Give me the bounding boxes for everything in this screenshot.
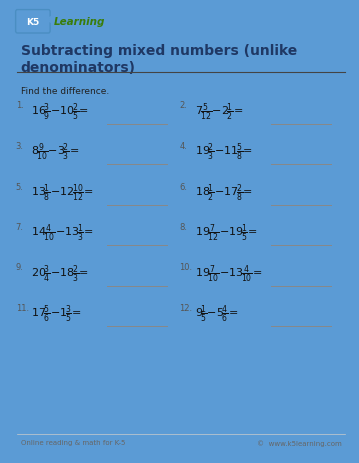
Text: 7.: 7. [16,223,24,232]
Text: $\mathdefault{9}\!\frac{1}{5}\!-\!5\!\frac{4}{6}\!=\!$: $\mathdefault{9}\!\frac{1}{5}\!-\!5\!\fr… [195,303,239,325]
Text: Grade 5 Fractions Worksheet: Grade 5 Fractions Worksheet [21,75,152,84]
Text: ©  www.k5learning.com: © www.k5learning.com [257,439,342,445]
Text: 1.: 1. [16,101,23,110]
Text: $\mathdefault{19}\!\frac{2}{3}\!-\!11\!\frac{5}{8}\!=\!$: $\mathdefault{19}\!\frac{2}{3}\!-\!11\!\… [195,142,253,163]
Text: $\mathdefault{19}\!\frac{7}{10}\!-\!13\!\frac{4}{10}\!=\!$: $\mathdefault{19}\!\frac{7}{10}\!-\!13\!… [195,263,263,284]
Text: 3.: 3. [16,142,24,150]
Text: Learning: Learning [53,17,105,27]
Text: 12.: 12. [180,303,193,313]
Text: $\mathdefault{14}\!\frac{4}{10}\!-\!13\!\frac{1}{3}\!=\!$: $\mathdefault{14}\!\frac{4}{10}\!-\!13\!… [31,223,94,244]
Text: 11.: 11. [16,303,29,313]
Text: $\mathdefault{19}\!\frac{7}{12}\!-\!19\!\frac{1}{5}\!=\!$: $\mathdefault{19}\!\frac{7}{12}\!-\!19\!… [195,223,258,244]
Text: $\mathdefault{13}\!\frac{1}{8}\!-\!12\!\frac{10}{12}\!=\!$: $\mathdefault{13}\!\frac{1}{8}\!-\!12\!\… [31,182,94,204]
Text: $\mathdefault{20}\!\frac{3}{4}\!-\!18\!\frac{2}{3}\!=\!$: $\mathdefault{20}\!\frac{3}{4}\!-\!18\!\… [31,263,89,284]
Text: 5.: 5. [16,182,23,191]
Text: 4.: 4. [180,142,187,150]
Text: Subtracting mixed numbers (unlike
denominators): Subtracting mixed numbers (unlike denomi… [21,44,297,75]
Text: 6.: 6. [180,182,187,191]
Text: $\mathdefault{18}\!\frac{1}{2}\!-\!17\!\frac{2}{8}\!=\!$: $\mathdefault{18}\!\frac{1}{2}\!-\!17\!\… [195,182,253,204]
Text: $\mathdefault{17}\!\frac{5}{6}\!-\!1\!\frac{3}{5}\!=\!$: $\mathdefault{17}\!\frac{5}{6}\!-\!1\!\f… [31,303,82,325]
Text: 9.: 9. [16,263,23,272]
Text: $\mathdefault{7}\!\frac{5}{12}\!-\!2\!\frac{1}{2}\!=\!$: $\mathdefault{7}\!\frac{5}{12}\!-\!2\!\f… [195,101,244,123]
FancyBboxPatch shape [16,11,50,34]
Text: $\mathdefault{16}\!\frac{3}{9}\!-\!10\!\frac{2}{5}\!=\!$: $\mathdefault{16}\!\frac{3}{9}\!-\!10\!\… [31,101,89,123]
Text: Find the difference.: Find the difference. [21,87,109,96]
Text: 8.: 8. [180,223,187,232]
Text: Online reading & math for K-5: Online reading & math for K-5 [21,439,125,445]
Text: 10.: 10. [180,263,193,272]
Text: K5: K5 [26,18,39,27]
Text: 2.: 2. [180,101,187,110]
Text: $\mathdefault{8}\!\frac{9}{10}\!-\!3\!\frac{2}{3}\!=\!$: $\mathdefault{8}\!\frac{9}{10}\!-\!3\!\f… [31,142,80,163]
